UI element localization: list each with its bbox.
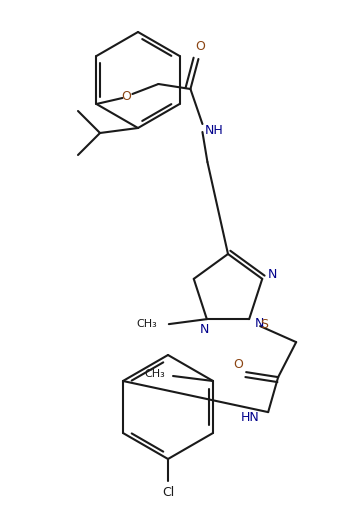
Text: N: N (268, 268, 277, 282)
Text: O: O (121, 90, 131, 102)
Text: O: O (233, 357, 243, 371)
Text: CH₃: CH₃ (136, 319, 157, 329)
Text: Cl: Cl (162, 486, 174, 500)
Text: CH₃: CH₃ (144, 369, 165, 379)
Text: N: N (200, 323, 210, 336)
Text: S: S (260, 317, 268, 331)
Text: HN: HN (241, 411, 260, 423)
Text: N: N (255, 316, 264, 330)
Text: NH: NH (205, 123, 224, 137)
Text: O: O (195, 40, 206, 53)
